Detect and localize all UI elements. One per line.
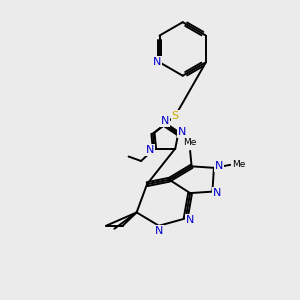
Text: N: N xyxy=(155,226,163,236)
Text: N: N xyxy=(186,215,194,225)
Text: N: N xyxy=(161,116,169,126)
Text: N: N xyxy=(178,127,187,137)
Text: S: S xyxy=(172,111,179,121)
Text: N: N xyxy=(153,57,161,67)
Text: Me: Me xyxy=(232,160,245,169)
Text: N: N xyxy=(215,161,224,171)
Text: N: N xyxy=(213,188,221,198)
Text: N: N xyxy=(146,145,154,155)
Text: Me: Me xyxy=(183,138,197,147)
